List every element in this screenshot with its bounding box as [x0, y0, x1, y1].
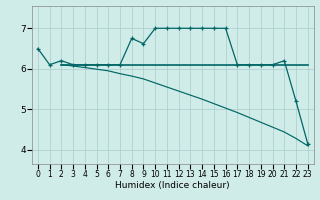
X-axis label: Humidex (Indice chaleur): Humidex (Indice chaleur) [116, 181, 230, 190]
